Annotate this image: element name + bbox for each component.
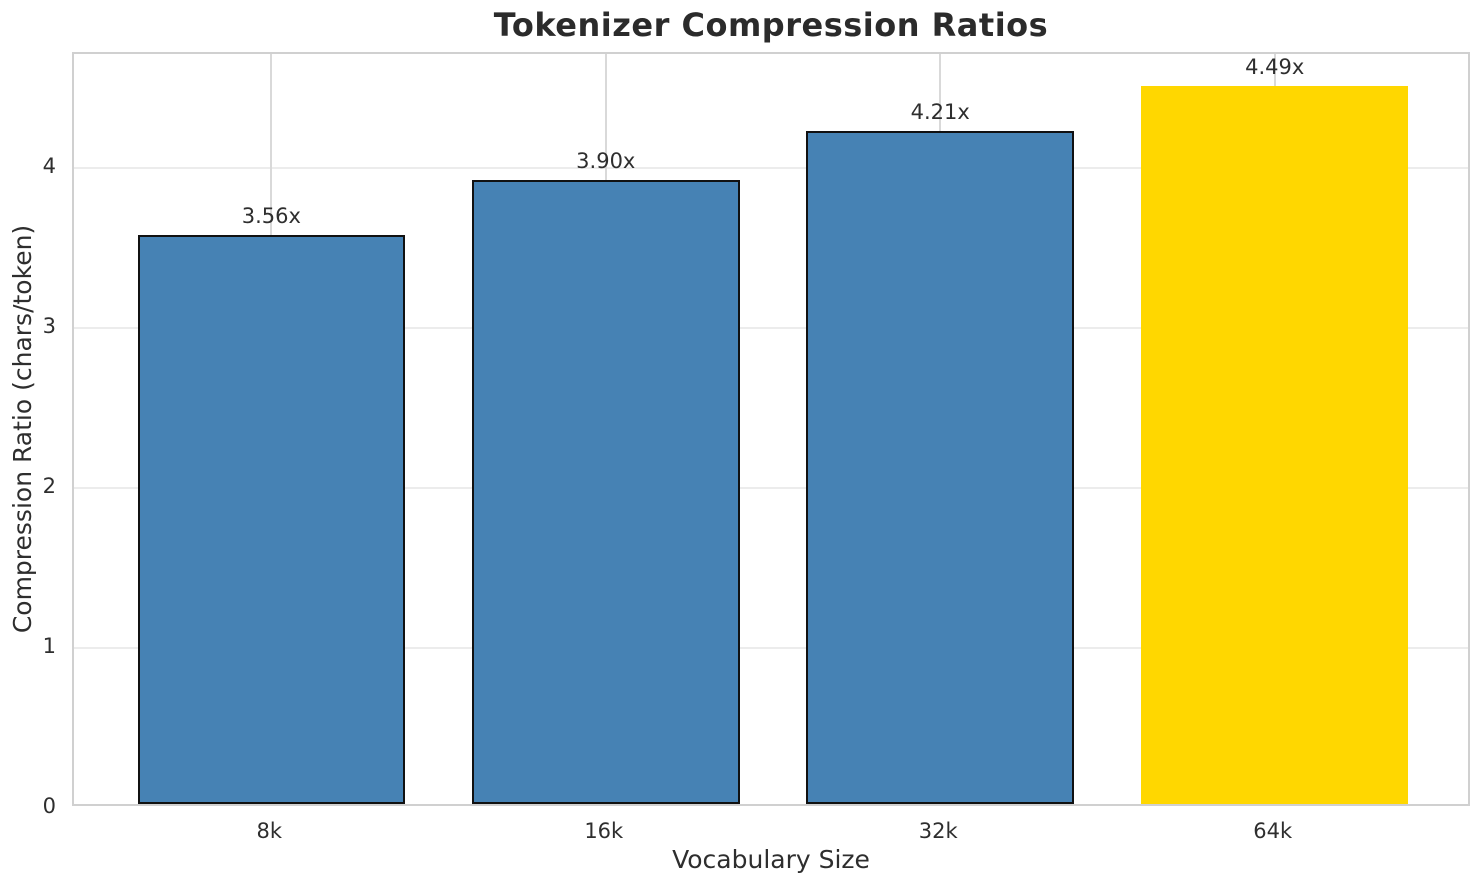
y-tick-label: 4 xyxy=(42,154,56,179)
x-tick-label: 8k xyxy=(256,819,283,843)
x-tick-label: 64k xyxy=(1253,819,1293,843)
y-tick-label: 0 xyxy=(42,794,56,818)
chart-title: Tokenizer Compression Ratios xyxy=(493,6,1049,44)
bar xyxy=(471,180,740,804)
bar-value-label: 4.49x xyxy=(1245,54,1305,79)
y-tick-label: 1 xyxy=(42,634,56,659)
bar-value-label: 4.21x xyxy=(910,99,970,124)
bar-value-label: 3.56x xyxy=(241,203,301,228)
y-axis-label-text: Compression Ratio (chars/token) xyxy=(8,224,37,634)
h-gridline xyxy=(74,327,1468,330)
x-axis-label: Vocabulary Size xyxy=(672,845,870,874)
bar xyxy=(137,234,406,804)
y-tick-label: 3 xyxy=(42,314,56,339)
y-tick-label: 2 xyxy=(42,474,56,499)
x-tick-label: 16k xyxy=(584,819,624,843)
h-gridline xyxy=(74,167,1468,170)
bar xyxy=(1140,85,1409,804)
h-gridline xyxy=(74,647,1468,650)
plot-area: 3.56x 3.90x 4.21x 4.49x xyxy=(72,52,1470,806)
h-gridline xyxy=(74,487,1468,490)
bar xyxy=(806,130,1074,804)
x-tick-label: 32k xyxy=(918,819,958,843)
bar-value-label: 3.90x xyxy=(576,149,636,174)
